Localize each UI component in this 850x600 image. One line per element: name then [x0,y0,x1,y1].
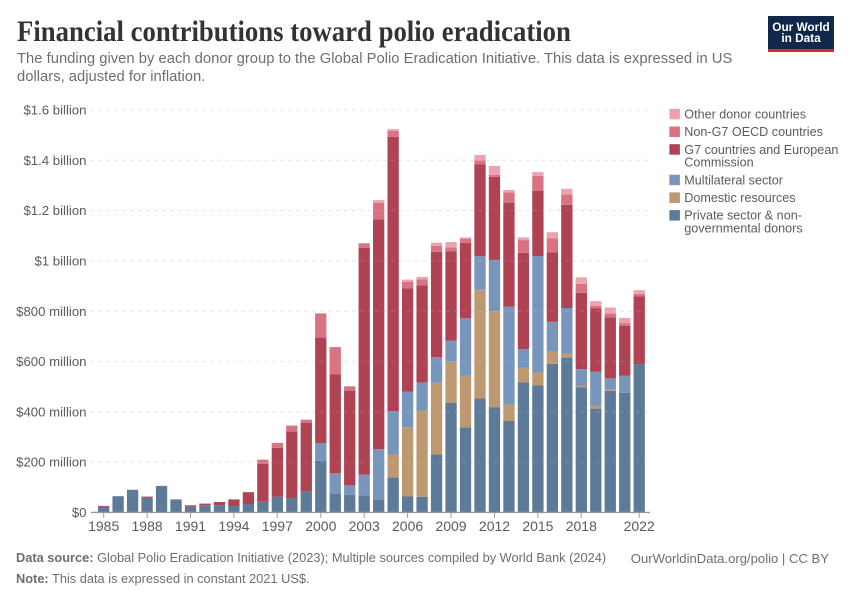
svg-text:2015: 2015 [522,518,553,534]
svg-text:Multilateral sector: Multilateral sector [684,173,783,187]
svg-text:Domestic resources: Domestic resources [684,191,795,205]
svg-text:2006: 2006 [392,518,423,534]
svg-text:2003: 2003 [349,518,380,534]
svg-text:G7 countries and European: G7 countries and European [684,143,838,157]
svg-text:Non-G7 OECD countries: Non-G7 OECD countries [684,125,823,139]
svg-text:$800 million: $800 million [16,304,86,319]
svg-text:2012: 2012 [479,518,510,534]
svg-text:1985: 1985 [88,518,119,534]
svg-text:$1.4 billion: $1.4 billion [23,153,86,168]
svg-text:$400 million: $400 million [16,404,86,419]
svg-text:2018: 2018 [566,518,597,534]
svg-text:$0: $0 [72,505,87,520]
svg-text:$1.6 billion: $1.6 billion [23,103,86,118]
svg-text:1997: 1997 [262,518,293,534]
svg-text:$1 billion: $1 billion [34,254,86,269]
svg-text:2009: 2009 [435,518,466,534]
svg-text:Other donor countries: Other donor countries [684,107,806,121]
svg-text:1988: 1988 [132,518,163,534]
svg-text:Private sector & non-: Private sector & non- [684,209,802,223]
svg-text:2022: 2022 [624,518,655,534]
svg-text:governmental donors: governmental donors [684,222,802,236]
svg-text:1994: 1994 [218,518,249,534]
svg-text:2000: 2000 [305,518,336,534]
svg-text:$200 million: $200 million [16,455,86,470]
svg-text:1991: 1991 [175,518,206,534]
svg-text:Commission: Commission [684,156,753,170]
svg-text:$1.2 billion: $1.2 billion [23,203,86,218]
svg-text:$600 million: $600 million [16,354,86,369]
